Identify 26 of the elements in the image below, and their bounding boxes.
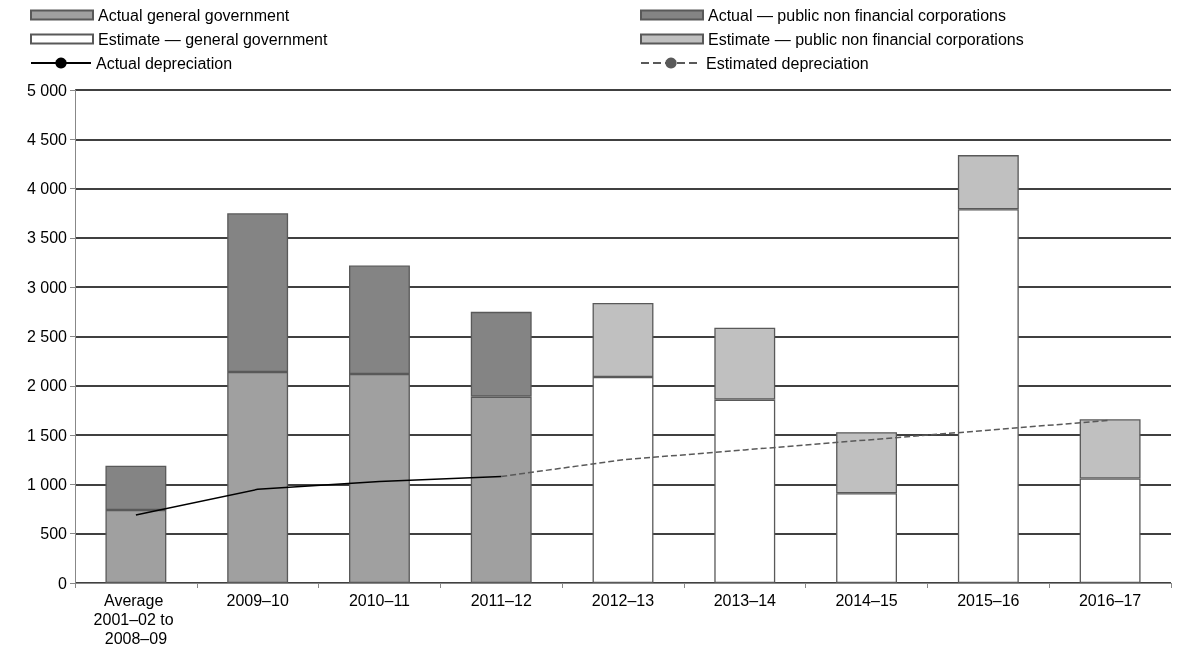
legend-label: Actual general government <box>98 6 290 24</box>
legend-label: Actual depreciation <box>96 54 233 72</box>
y-tick-label: 2 500 <box>26 328 68 345</box>
y-tick-label: 3 500 <box>26 229 68 247</box>
legend-label: Actual — public non financial corporations <box>708 6 1006 24</box>
x-tick-label: 2015–16 <box>957 592 1020 609</box>
legend-label: Estimated depreciation <box>706 54 869 72</box>
y-tick-label: 4 000 <box>26 180 68 198</box>
y-tick-label: 4 500 <box>26 130 68 148</box>
x-tick-label: 2012–13 <box>591 592 655 609</box>
y-tick-label: 500 <box>40 525 68 543</box>
y-tick-label: 1 000 <box>26 475 68 493</box>
x-tick-label: 2011–12 <box>470 592 532 609</box>
legend-label: Estimate — public non financial corporations <box>708 30 1024 48</box>
y-tick-label: 2 000 <box>26 377 68 395</box>
legend-label: Estimate — general government <box>98 30 328 48</box>
x-tick-label: 2016–17 <box>1078 592 1142 609</box>
x-tick-label: 2013–14 <box>713 592 777 609</box>
x-tick-label: 2014–15 <box>835 592 898 609</box>
x-tick-label: 2009–10 <box>226 592 289 609</box>
y-tick-label: 0 <box>58 574 68 592</box>
x-tick-label: 2010–11 <box>348 592 411 609</box>
y-tick-label: 5 000 <box>26 81 68 99</box>
x-tick-label: Average 2001–02 to 2008–09 <box>93 592 179 647</box>
y-tick-label: 3 000 <box>26 278 68 296</box>
y-tick-label: 1 500 <box>26 426 68 444</box>
